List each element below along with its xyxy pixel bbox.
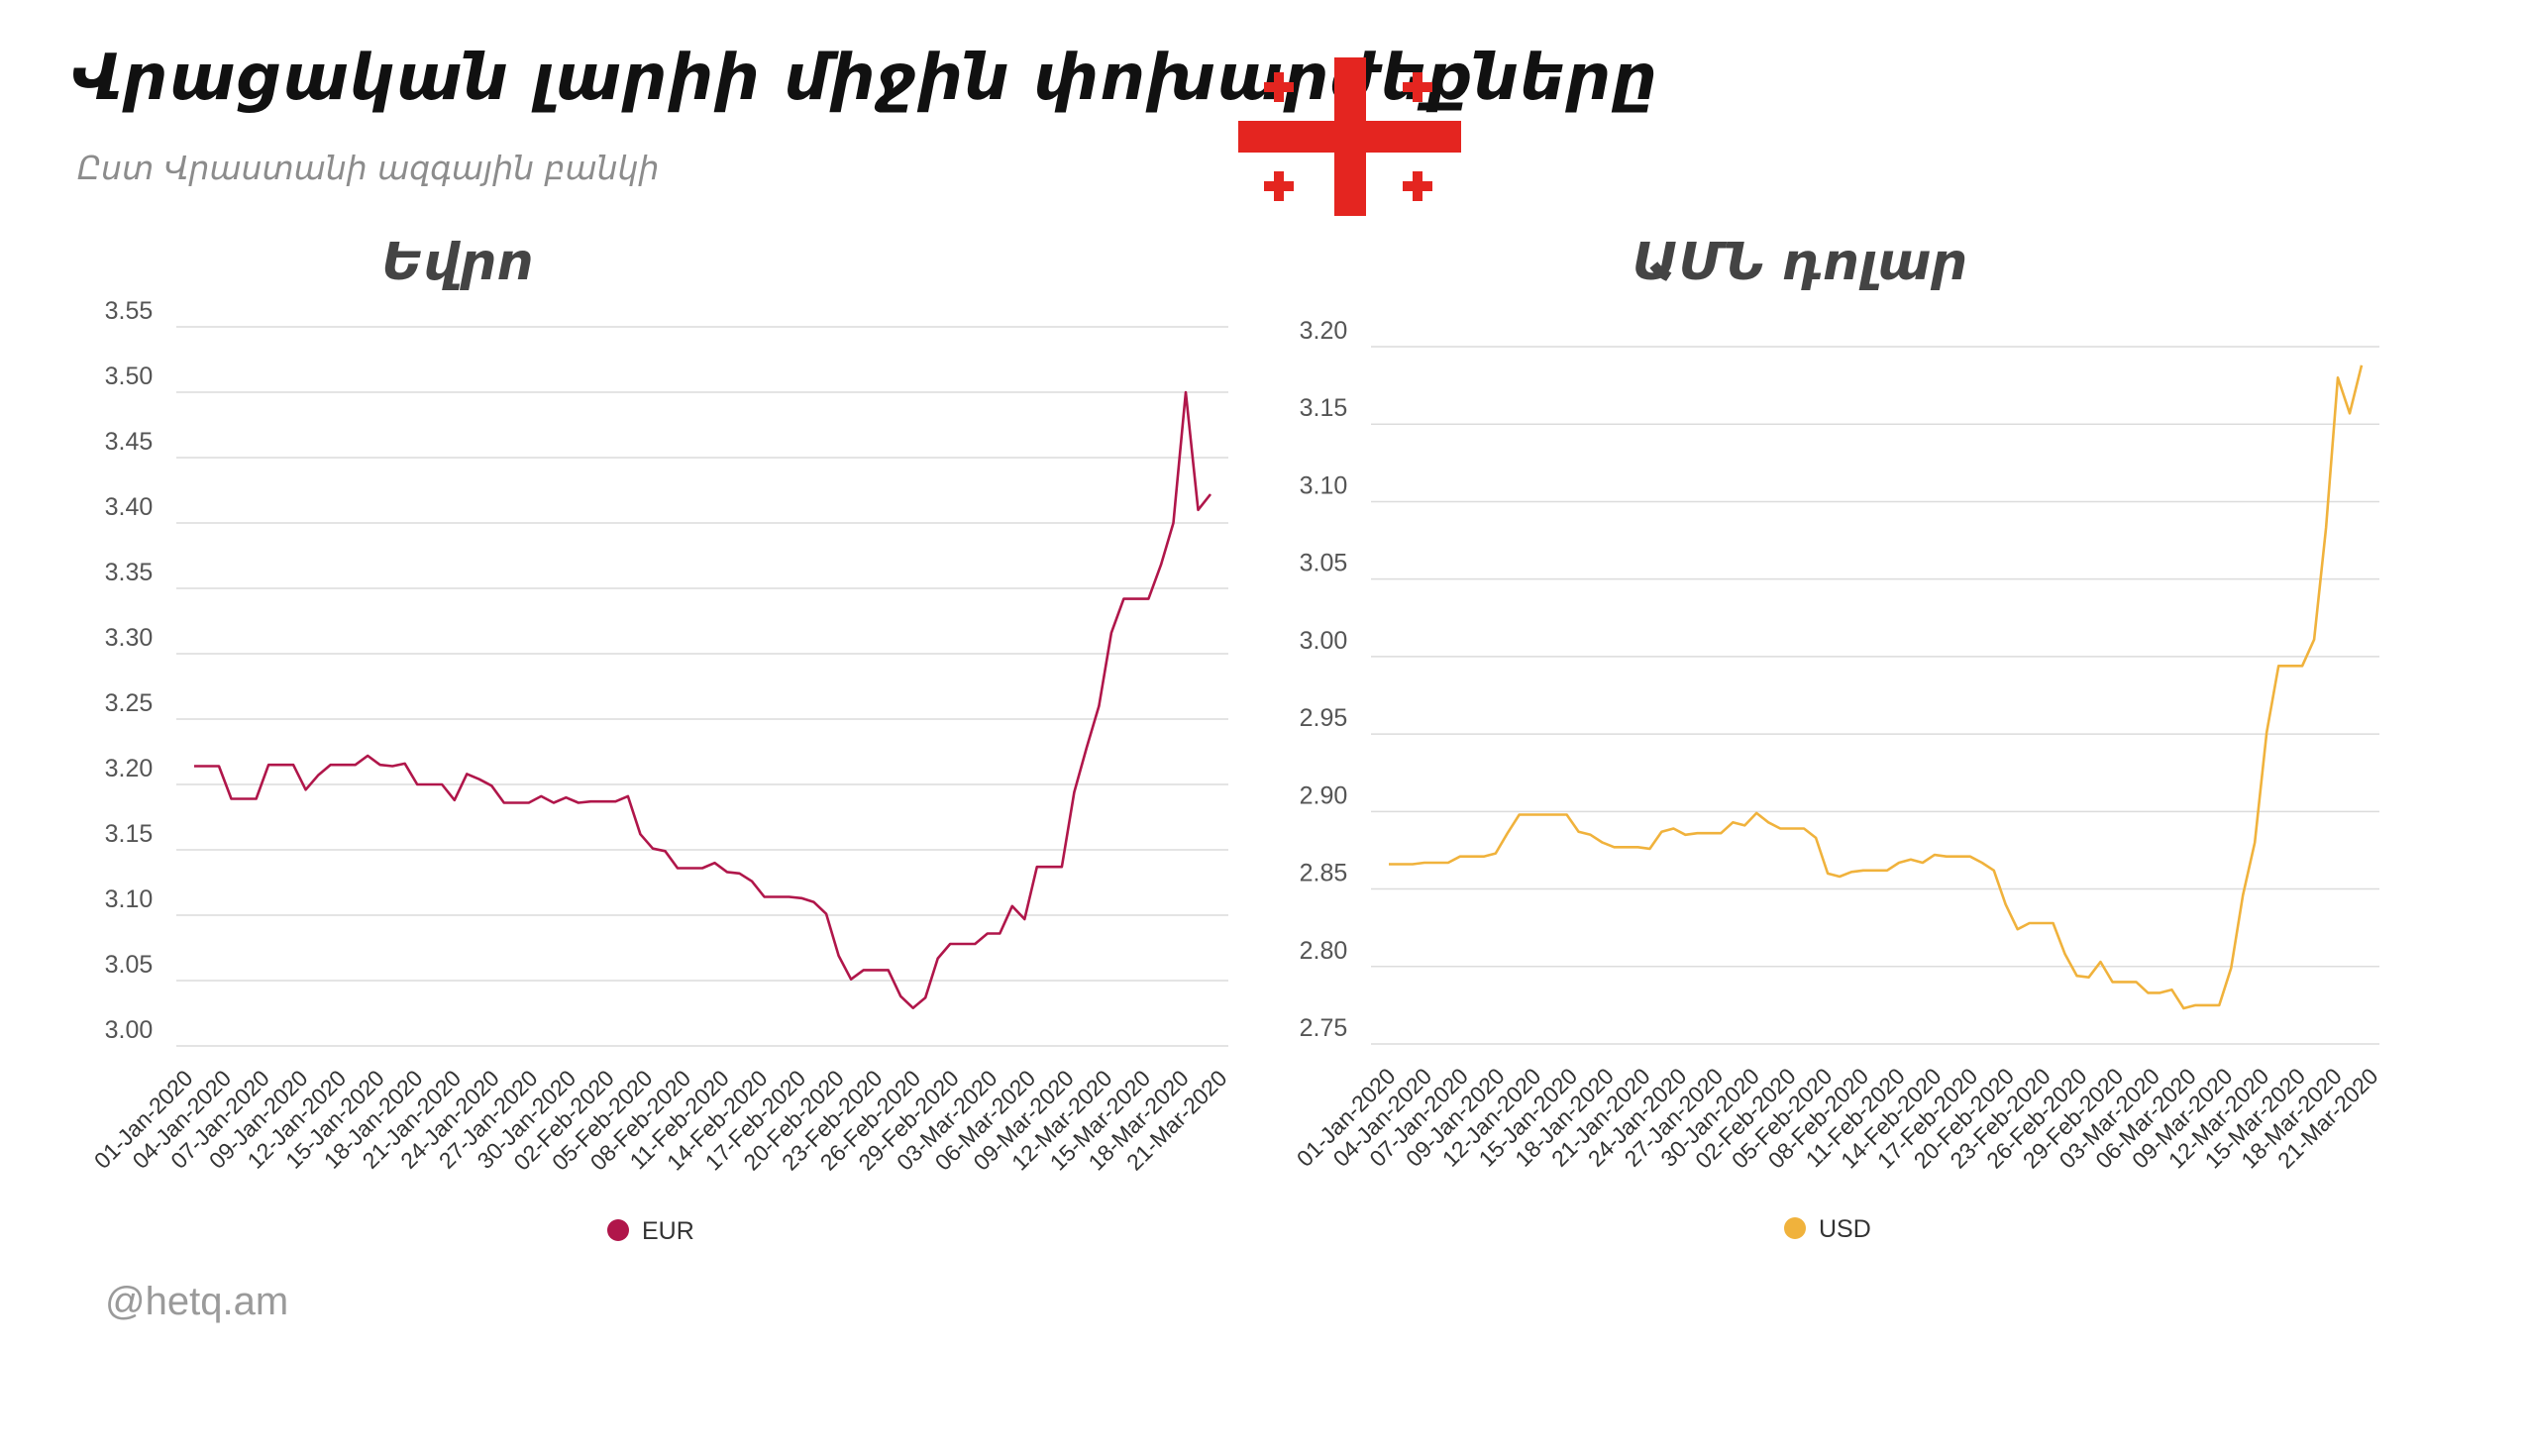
y-tick-label-usd: 3.10 (1300, 471, 1348, 499)
y-tick-label-eur: 3.40 (105, 493, 154, 521)
y-tick-label-usd: 3.00 (1300, 627, 1348, 655)
page-title: Վրացական լարիի միջին փոխարժեքները (71, 42, 1658, 115)
y-tick-label-usd: 2.90 (1300, 781, 1348, 809)
y-tick-label-usd: 2.95 (1300, 704, 1348, 732)
y-tick-label-eur: 3.30 (105, 624, 154, 652)
legend-marker-usd (1784, 1217, 1806, 1239)
y-tick-label-eur: 3.45 (105, 428, 154, 456)
y-tick-label-eur: 3.10 (105, 885, 154, 913)
y-tick-label-eur: 3.00 (105, 1016, 154, 1044)
georgia-flag-icon (1238, 57, 1461, 216)
legend-marker-eur (607, 1219, 629, 1241)
y-tick-label-usd: 2.75 (1300, 1014, 1348, 1042)
y-tick-label-eur: 3.20 (105, 755, 154, 782)
y-tick-label-eur: 3.55 (105, 297, 154, 325)
y-tick-label-eur: 3.35 (105, 559, 154, 586)
chart-title-usd: ԱՄՆ դոլար (1633, 233, 1968, 292)
y-tick-label-eur: 3.25 (105, 689, 154, 717)
legend-label-eur: EUR (642, 1217, 694, 1245)
y-tick-label-eur: 3.05 (105, 951, 154, 979)
y-tick-label-eur: 3.15 (105, 820, 154, 848)
series-line-eur (194, 390, 1212, 1010)
series-line-usd (1389, 364, 2364, 1010)
y-tick-label-usd: 3.05 (1300, 550, 1348, 577)
source-credit: @hetq.am (105, 1280, 289, 1323)
y-tick-label-usd: 2.85 (1300, 860, 1348, 887)
page-subtitle: Ըստ Վրաստանի ազգային բանկի (77, 149, 660, 187)
legend-label-usd: USD (1819, 1215, 1871, 1243)
y-tick-label-eur: 3.50 (105, 363, 154, 390)
chart-title-eur: Եվրո (381, 233, 534, 292)
chart-eur: Եվրո 3.00 3.05 3.10 3.15 3.20 3.25 3.30 3.35 3.40… (89, 233, 1232, 1245)
chart-usd: ԱՄՆ դոլար 2.75 2.80 2.85 2.90 2.95 3.00 3.05 3.1… (1292, 233, 2383, 1243)
y-tick-label-usd: 3.20 (1300, 317, 1348, 345)
y-tick-label-usd: 2.80 (1300, 937, 1348, 965)
y-tick-label-usd: 3.15 (1300, 394, 1348, 422)
